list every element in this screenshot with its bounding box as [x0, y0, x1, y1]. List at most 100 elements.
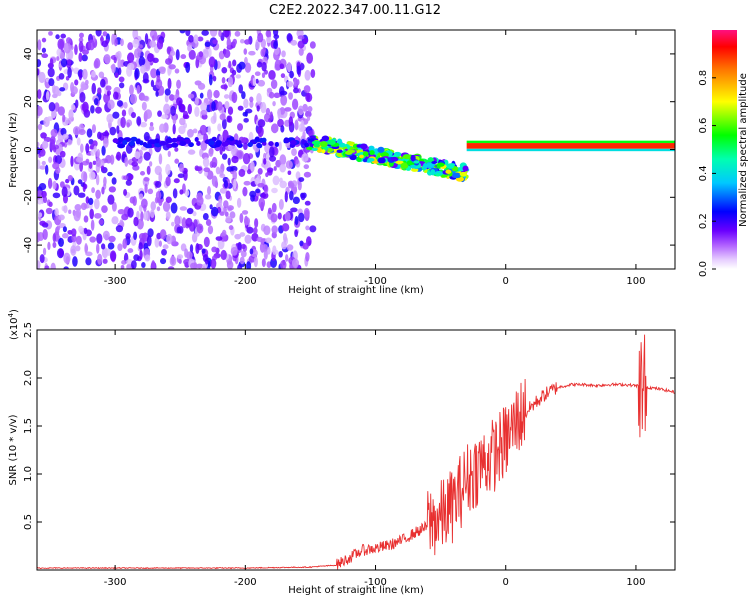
heatmap-cell: [143, 131, 150, 142]
snr-panel: -300 -200 -100 0 100 0.5 1.0 1.5 2.0 2.5 Height …: [7, 309, 676, 596]
heatmap-cell: [305, 251, 310, 262]
heatmap-cell: [120, 116, 126, 129]
heatmap-cell: [294, 119, 299, 131]
heatmap-cell: [205, 219, 212, 227]
heatmap-cell: [221, 67, 228, 74]
heatmap-cell: [56, 56, 60, 61]
heatmap-cell: [54, 102, 60, 112]
heatmap-cell: [208, 74, 213, 86]
heatmap-cell: [306, 115, 311, 122]
heatmap-cell: [79, 91, 86, 103]
heatmap-cell: [212, 75, 217, 82]
heatmap-cell: [298, 177, 305, 182]
heatmap-cell: [228, 136, 235, 142]
heatmap-cell: [242, 136, 247, 144]
heatmap-cell: [211, 246, 218, 253]
heatmap-cell: [68, 109, 74, 120]
heatmap-cell: [306, 52, 314, 64]
heatmap-cell: [265, 107, 271, 116]
heatmap-cell: [95, 174, 100, 186]
heatmap-cell: [204, 170, 209, 177]
heatmap-cell: [63, 252, 71, 264]
heatmap-cell: [116, 125, 120, 134]
heatmap-cell: [63, 69, 69, 75]
heatmap-cell: [161, 114, 169, 120]
heatmap-cell: [159, 140, 167, 146]
heatmap-cell: [121, 213, 129, 221]
heatmap-cell: [54, 154, 63, 165]
x-tick-label: 100: [626, 276, 645, 287]
heatmap-cell: [122, 238, 128, 250]
heatmap-cell: [272, 245, 277, 256]
heatmap-cell: [63, 205, 68, 214]
heatmap-cell: [188, 34, 194, 43]
heatmap-cell: [116, 151, 122, 161]
heatmap-cell: [79, 32, 84, 39]
heatmap-cell: [289, 140, 297, 146]
heatmap-cell: [319, 141, 328, 148]
heatmap-cell: [239, 232, 246, 237]
heatmap-cell: [107, 171, 113, 177]
heatmap-cell: [138, 242, 143, 250]
heatmap-cell: [292, 196, 300, 205]
heatmap-cell: [204, 194, 212, 200]
heatmap-cell: [236, 149, 244, 160]
heatmap-cell: [97, 87, 102, 95]
heatmap-cell: [257, 126, 264, 138]
heatmap-cell: [196, 195, 204, 206]
heatmap-cell: [362, 158, 368, 163]
heatmap-cell: [207, 186, 212, 196]
heatmap-cell: [118, 76, 125, 83]
heatmap-cell: [127, 42, 134, 51]
heatmap-cell: [255, 78, 259, 84]
heatmap-cell: [240, 250, 247, 258]
heatmap-cell: [89, 208, 94, 220]
heatmap-cell: [254, 136, 260, 142]
heatmap-cell: [183, 170, 188, 181]
heatmap-cell: [280, 94, 288, 106]
heatmap-cell: [291, 258, 300, 268]
heatmap-cell: [165, 163, 171, 176]
heatmap-cell: [234, 233, 242, 240]
heatmap-cell: [170, 142, 179, 148]
x-tick-label: -300: [104, 276, 127, 287]
heatmap-cell: [147, 228, 154, 238]
heatmap-cell: [296, 78, 300, 86]
svg-text:(x104): (x104): [7, 309, 20, 340]
heatmap-cell: [462, 165, 469, 172]
heatmap-cell: [55, 34, 60, 40]
heatmap-cell: [210, 206, 219, 217]
heatmap-cell: [46, 116, 53, 122]
snr-scale-suffix: ): [9, 309, 20, 313]
heatmap-cell: [291, 98, 299, 110]
heatmap-cell: [272, 30, 279, 37]
heatmap-cell: [294, 229, 299, 238]
heatmap-cell: [142, 72, 149, 83]
heatmap-cell: [101, 186, 105, 195]
heatmap-cell: [56, 91, 62, 97]
heatmap-cell: [115, 225, 124, 233]
heatmap-cell: [62, 133, 69, 140]
heatmap-cell: [209, 30, 218, 37]
heatmap-cell: [83, 183, 88, 190]
heatmap-cell: [242, 186, 248, 197]
heatmap-cell: [257, 168, 263, 175]
heatmap-cell: [57, 38, 65, 50]
heatmap-cell: [402, 154, 412, 160]
heatmap-cell: [139, 121, 148, 128]
heatmap-cell: [49, 139, 56, 151]
heatmap-cell: [237, 263, 243, 269]
heatmap-cell: [40, 132, 47, 139]
heatmap-cell: [48, 201, 53, 208]
heatmap-cell: [187, 103, 192, 115]
heatmap-cell: [151, 260, 156, 269]
heatmap-cell: [227, 205, 234, 211]
heatmap-cell: [281, 50, 286, 58]
heatmap-cell: [108, 186, 116, 193]
heatmap-cell: [279, 163, 287, 173]
heatmap-cell: [286, 33, 293, 42]
heatmap-cell: [45, 207, 53, 215]
heatmap-cell: [218, 30, 222, 38]
colorbar-tick-label: 0.4: [698, 165, 709, 181]
heatmap-cell: [304, 69, 311, 81]
